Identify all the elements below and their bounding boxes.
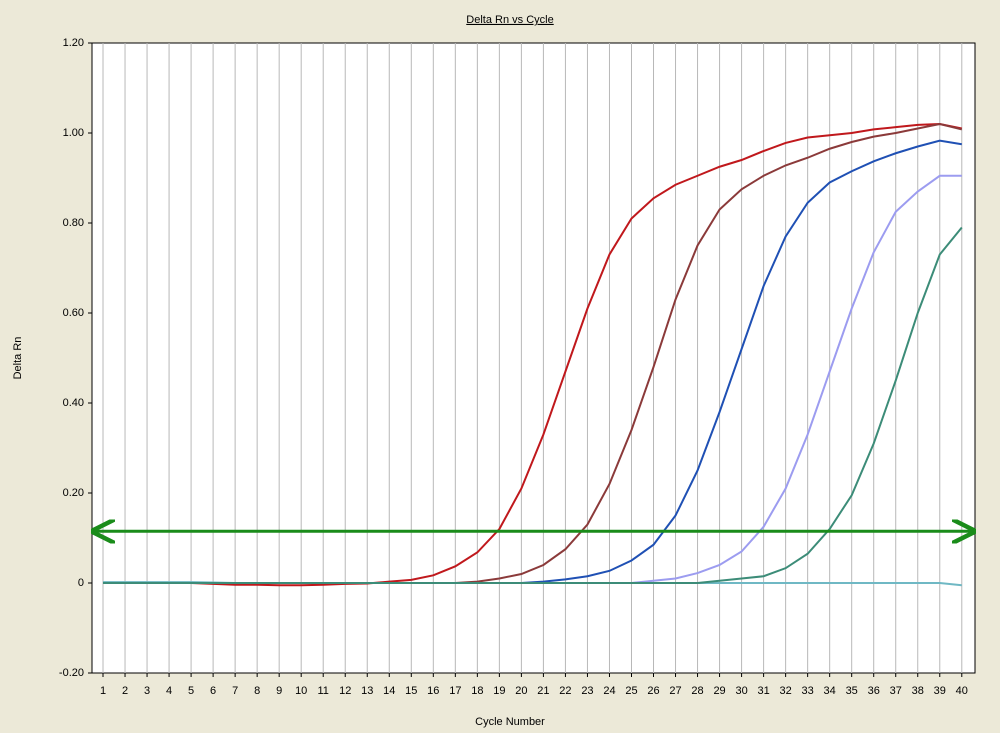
x-tick-label: 5: [188, 685, 194, 697]
x-tick-label: 8: [254, 685, 260, 697]
x-tick-label: 26: [647, 685, 659, 697]
x-tick-label: 31: [757, 685, 769, 697]
x-tick-label: 33: [802, 685, 814, 697]
plot-area: [91, 42, 976, 674]
x-tick-label: 36: [868, 685, 880, 697]
y-tick-label: 1.20: [63, 37, 84, 49]
x-tick-label: 19: [493, 685, 505, 697]
y-axis-label: Delta Rn: [12, 337, 24, 380]
y-tick-label: 0.80: [63, 217, 84, 229]
y-tick-label: 0.20: [63, 487, 84, 499]
x-tick-label: 29: [713, 685, 725, 697]
y-tick-label: -0.20: [59, 667, 84, 679]
x-tick-label: 14: [383, 685, 395, 697]
x-axis-label: Cycle Number: [475, 716, 545, 728]
x-tick-label: 37: [890, 685, 902, 697]
x-tick-label: 24: [603, 685, 615, 697]
x-tick-label: 18: [471, 685, 483, 697]
x-tick-label: 21: [537, 685, 549, 697]
x-tick-label: 11: [317, 685, 328, 697]
x-tick-label: 2: [122, 685, 128, 697]
x-tick-label: 15: [405, 685, 417, 697]
x-tick-label: 30: [735, 685, 747, 697]
x-tick-label: 3: [144, 685, 150, 697]
x-tick-label: 1: [100, 685, 106, 697]
y-tick-label: 0.40: [63, 397, 84, 409]
x-tick-label: 9: [276, 685, 282, 697]
x-tick-label: 10: [295, 685, 307, 697]
x-tick-label: 39: [934, 685, 946, 697]
y-tick-label: 1.00: [63, 127, 84, 139]
x-tick-label: 28: [691, 685, 703, 697]
x-tick-label: 22: [559, 685, 571, 697]
x-tick-label: 17: [449, 685, 461, 697]
x-tick-label: 7: [232, 685, 238, 697]
series-line: [103, 122, 962, 587]
chart-title: Delta Rn vs Cycle: [466, 14, 553, 26]
y-tick-label: 0: [78, 577, 84, 589]
x-tick-label: 32: [780, 685, 792, 697]
x-tick-label: 25: [625, 685, 637, 697]
x-tick-label: 16: [427, 685, 439, 697]
x-tick-label: 4: [166, 685, 172, 697]
x-tick-label: 34: [824, 685, 836, 697]
x-tick-label: 23: [581, 685, 593, 697]
y-tick-label: 0.60: [63, 307, 84, 319]
x-tick-label: 27: [669, 685, 681, 697]
x-tick-label: 40: [956, 685, 968, 697]
x-tick-label: 35: [846, 685, 858, 697]
x-tick-label: 6: [210, 685, 216, 697]
x-tick-label: 12: [339, 685, 351, 697]
x-tick-label: 38: [912, 685, 924, 697]
x-tick-label: 20: [515, 685, 527, 697]
x-tick-label: 13: [361, 685, 373, 697]
